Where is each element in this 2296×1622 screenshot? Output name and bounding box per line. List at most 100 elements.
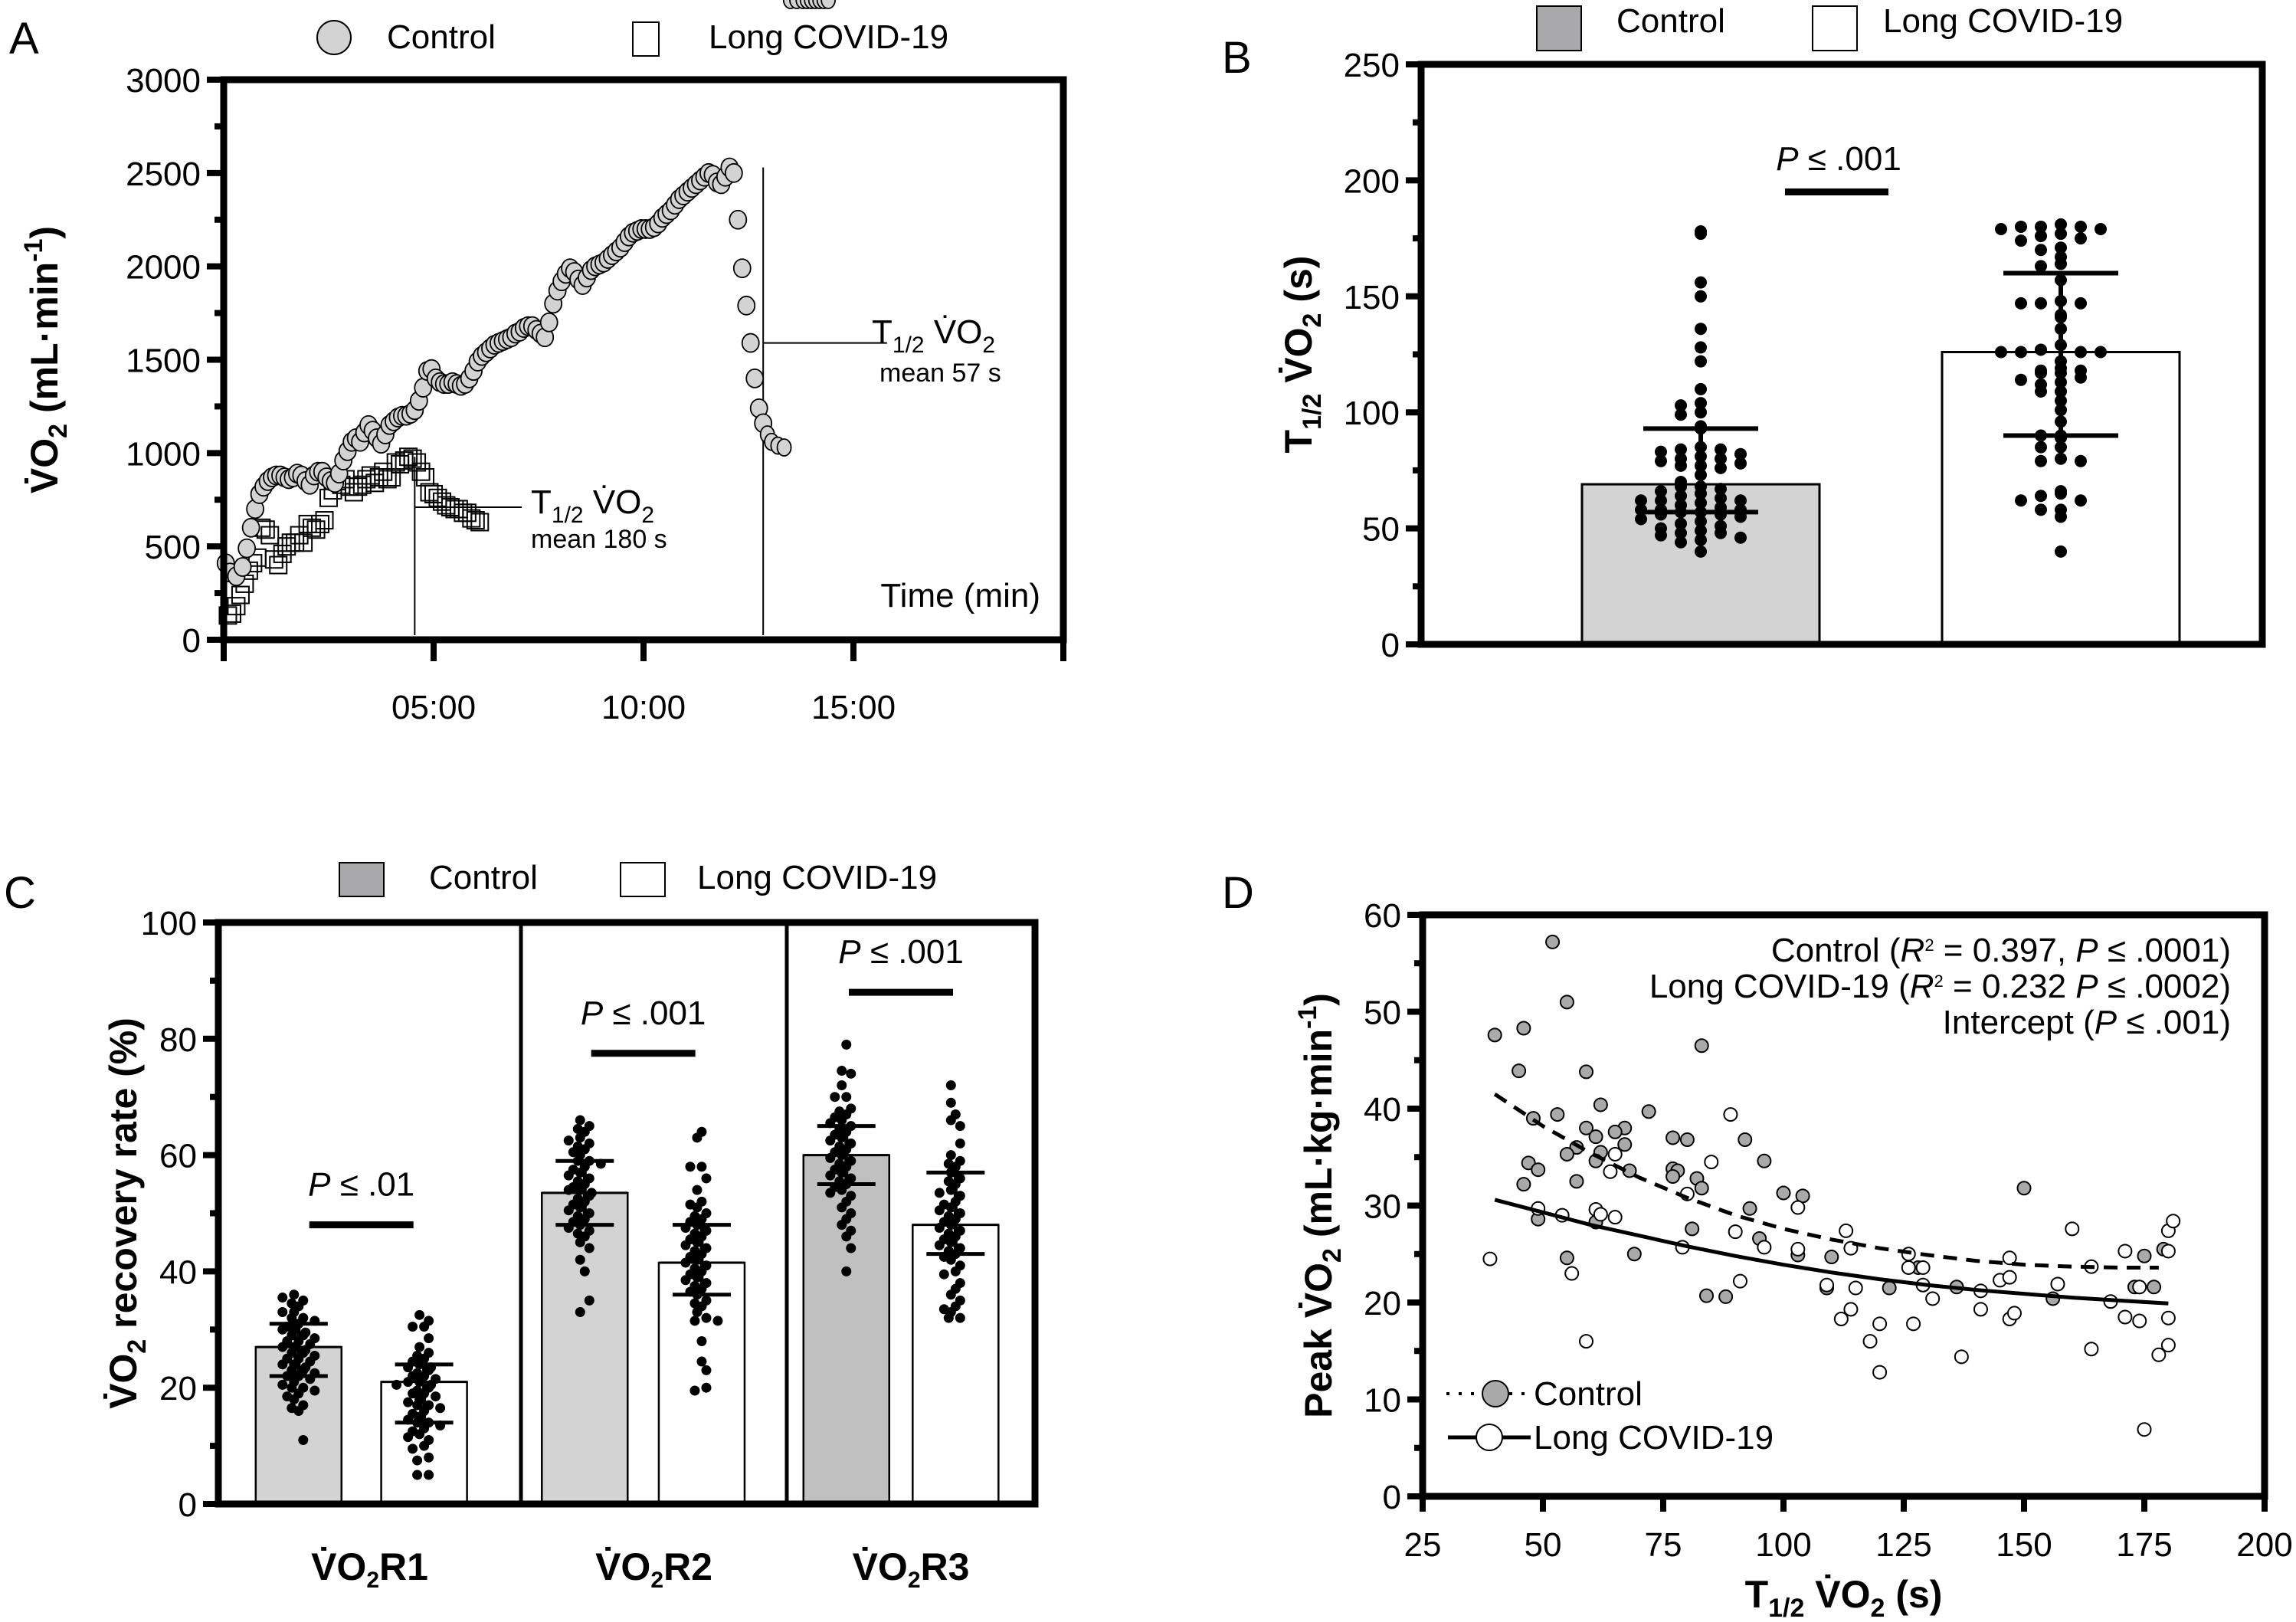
panel-a-vo2-time-chart: Control Long COVID-19 0 500 1000 1500 2000 2500… xyxy=(19,0,1067,726)
data-point xyxy=(1695,515,1707,528)
legend-control-marker-icon xyxy=(316,20,352,55)
long-covid-data-point xyxy=(1603,1164,1618,1179)
y-tick-label: 2500 xyxy=(126,156,201,193)
data-point xyxy=(424,1452,434,1463)
data-point xyxy=(841,1266,852,1276)
y-axis-title-superscript: -1 xyxy=(19,239,48,262)
stats-p-value: ≤ .0002) xyxy=(2098,968,2231,1005)
data-point xyxy=(277,1293,288,1303)
data-point xyxy=(945,1254,956,1265)
data-point xyxy=(945,1150,956,1161)
data-point xyxy=(2015,373,2027,386)
y-axis-title-vo: V̇O xyxy=(102,1354,145,1409)
long-covid-data-point xyxy=(1819,1277,1835,1293)
data-point xyxy=(1655,445,1667,458)
legend-long-covid-swatch-icon xyxy=(620,862,666,897)
data-point xyxy=(575,1202,585,1213)
long-covid-data-point xyxy=(1593,1207,1608,1222)
annotation-t: T xyxy=(872,313,893,351)
y-axis-title-subscript: 2 xyxy=(123,1339,152,1354)
legend-control-swatch-icon xyxy=(339,862,385,897)
data-point xyxy=(2015,220,2027,233)
long-covid-data-point xyxy=(2160,1244,2176,1259)
data-point xyxy=(945,1185,956,1195)
control-fit-curve xyxy=(1493,1092,2159,1270)
data-point xyxy=(2075,346,2087,359)
data-point xyxy=(2075,297,2087,310)
data-point xyxy=(563,1170,574,1181)
data-point xyxy=(701,1312,712,1323)
long-covid-data-point xyxy=(1607,1146,1623,1162)
y-tick-label: 100 xyxy=(1344,395,1400,432)
long-covid-data-point xyxy=(466,511,485,530)
long-covid-data-point xyxy=(1833,1312,1849,1327)
legend: Control Long COVID-19 xyxy=(316,18,948,57)
long-covid-data-point xyxy=(1862,1334,1878,1349)
legend-control-label: Control xyxy=(429,859,538,896)
control-data-point xyxy=(1545,934,1561,949)
data-point xyxy=(403,1397,414,1407)
data-point xyxy=(1675,443,1687,456)
control-data-point xyxy=(539,312,558,333)
data-point xyxy=(1715,483,1727,496)
legend-long-covid-swatch-icon xyxy=(1812,5,1858,51)
y-axis-title-unit: (s) xyxy=(1277,256,1320,313)
data-point xyxy=(1695,355,1707,368)
y-axis-title: V̇O2 recovery rate (%) xyxy=(102,1017,152,1409)
data-point xyxy=(1655,485,1667,498)
data-point xyxy=(1715,452,1727,465)
long-covid-data-point xyxy=(2160,1310,2176,1325)
control-data-point xyxy=(1757,1153,1772,1168)
data-point xyxy=(1635,494,1647,507)
data-point xyxy=(2055,218,2067,231)
panel-letter-a: A xyxy=(9,14,39,64)
control-data-point xyxy=(1626,1247,1642,1262)
long-covid-data-point xyxy=(1872,1316,1888,1332)
control-data-point xyxy=(1569,1174,1584,1189)
data-point xyxy=(696,1356,707,1367)
long-covid-data-point xyxy=(1843,1302,1859,1317)
data-point xyxy=(1734,447,1747,460)
data-point xyxy=(846,1068,856,1079)
group-label: V̇O2R1 xyxy=(311,1545,428,1593)
data-point xyxy=(289,1394,300,1404)
control-data-point xyxy=(1516,1021,1531,1036)
bar-control xyxy=(541,1191,629,1506)
stats-label: Control ( xyxy=(1771,932,1901,969)
data-point xyxy=(841,1039,852,1050)
long-covid-data-point xyxy=(1790,1241,1806,1257)
data-point xyxy=(2075,371,2087,384)
x-tick-label: 200 xyxy=(2236,1526,2292,1564)
group-label: V̇O2R3 xyxy=(853,1545,970,1593)
y-tick-label: 0 xyxy=(1383,1479,1401,1516)
legend-control-label: Control xyxy=(1534,1375,1643,1413)
legend-control-swatch-icon xyxy=(1536,5,1582,51)
long-covid-data-point xyxy=(1757,1240,1772,1255)
legend-long-covid-label: Long COVID-19 xyxy=(1883,2,2123,40)
control-data-point xyxy=(1824,1250,1839,1265)
long-covid-data-point xyxy=(2117,1244,2133,1259)
data-point xyxy=(2035,503,2047,516)
data-point xyxy=(701,1382,712,1393)
y-axis-title-t: T xyxy=(1277,430,1320,454)
data-point xyxy=(2075,494,2087,507)
data-point xyxy=(934,1205,945,1216)
data-point xyxy=(1695,290,1707,303)
y-axis-title-subscript: 1/2 xyxy=(1298,394,1327,430)
y-tick-label: 80 xyxy=(159,1021,197,1059)
data-point xyxy=(2015,346,2027,359)
annotation-subscript: 1/2 xyxy=(893,333,925,358)
y-axis-title-subscript-2: 2 xyxy=(1298,313,1327,328)
legend-control-label: Control xyxy=(1616,2,1725,40)
data-point xyxy=(2015,494,2027,507)
panel-letter-d: D xyxy=(1222,868,1254,918)
control-data-point xyxy=(1699,1288,1715,1303)
data-point xyxy=(938,1269,949,1280)
legend-long-covid-marker-icon xyxy=(632,21,660,57)
regression-stats-line: Intercept (P ≤ .001) xyxy=(1943,1004,2231,1041)
y-axis-title-subscript: 2 xyxy=(44,424,73,438)
control-data-point xyxy=(1516,1177,1531,1192)
control-data-point xyxy=(237,538,257,559)
long-covid-data-point xyxy=(2002,1250,2017,1266)
data-point xyxy=(837,1132,847,1143)
